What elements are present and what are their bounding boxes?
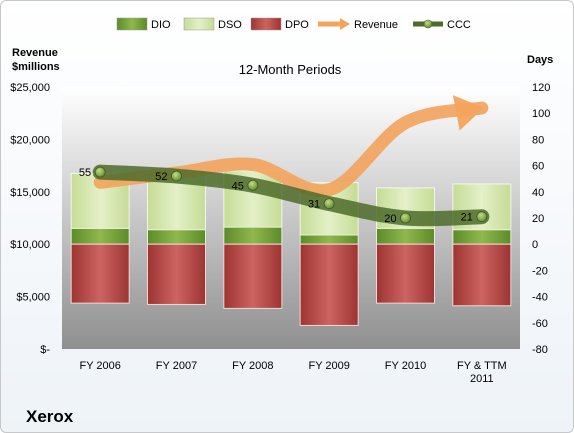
right-tick-label: 40 — [532, 187, 544, 199]
legend-swatch-ccc-dot — [423, 19, 433, 29]
ccc-data-label: 55 — [79, 167, 91, 179]
right-tick-label: 0 — [532, 239, 538, 251]
legend-label-dio: DIO — [151, 19, 171, 31]
right-axis-title: Days — [527, 54, 553, 66]
ccc-point — [476, 211, 488, 223]
ccc-line: 55 52 45 31 20 21 — [79, 164, 490, 227]
ccc-point — [171, 170, 182, 182]
x-category-label: FY 2009 — [308, 360, 349, 372]
legend-label-dpo: DPO — [285, 19, 309, 31]
legend-swatch-dso — [183, 17, 215, 31]
legend-swatch-revenue-head — [340, 18, 350, 30]
bar-dpo — [299, 243, 359, 326]
right-tick-label: 100 — [532, 108, 550, 120]
bar-dio — [70, 227, 130, 245]
x-category-label: FY 2010 — [385, 360, 426, 372]
x-category-label: FY 2006 — [79, 360, 120, 372]
left-tick-label: $10,000 — [10, 239, 50, 251]
left-tick-label: $25,000 — [10, 82, 50, 94]
legend-label-ccc: CCC — [447, 19, 471, 31]
left-tick-label: $- — [40, 344, 50, 356]
ccc-data-label: 52 — [155, 171, 167, 183]
ccc-point — [247, 179, 259, 191]
x-axis-labels: FY 2006 FY 2007 FY 2008 FY 2009 FY 2010 FY & … — [79, 360, 506, 385]
bar-dpo — [70, 243, 130, 304]
left-axis-title-line1: Revenue — [12, 47, 58, 59]
left-axis-title-line2: $millions — [12, 61, 60, 73]
bar-dpo — [452, 243, 512, 307]
legend: DIO DSO DPO Revenue CCC — [116, 17, 471, 31]
left-tick-label: $5,000 — [16, 292, 50, 304]
ccc-line-path — [92, 164, 490, 227]
ccc-data-label: 45 — [232, 180, 244, 192]
bar-dpo — [147, 243, 206, 305]
company-name: Xerox — [26, 407, 74, 426]
bar-dio — [299, 234, 359, 245]
bar-dpo — [223, 243, 283, 309]
right-tick-label: 80 — [532, 134, 544, 146]
left-tick-label: $20,000 — [10, 134, 50, 146]
ccc-data-label: 31 — [308, 199, 320, 211]
x-category-label: FY & TTM — [457, 360, 507, 372]
bar-dio — [376, 227, 435, 245]
bar-dio — [147, 229, 206, 245]
x-category-label: 2011 — [470, 373, 494, 385]
bar-dio — [452, 229, 512, 245]
right-tick-label: -20 — [532, 265, 548, 277]
x-category-label: FY 2008 — [232, 360, 273, 372]
ccc-point — [400, 212, 411, 224]
x-category-label: FY 2007 — [156, 360, 197, 372]
ccc-point — [323, 198, 335, 209]
right-tick-label: 60 — [532, 161, 544, 173]
ccc-data-label: 20 — [384, 213, 396, 225]
right-tick-label: -80 — [532, 344, 548, 356]
left-tick-label: $15,000 — [10, 187, 50, 199]
bar-dpo — [376, 243, 435, 304]
right-tick-label: -60 — [532, 318, 548, 330]
right-tick-label: -40 — [532, 292, 548, 304]
legend-swatch-dio — [116, 17, 148, 31]
ccc-point — [94, 166, 106, 178]
right-tick-label: 20 — [532, 213, 544, 225]
ccc-data-label: 21 — [461, 212, 473, 224]
left-axis-ticks: $- $5,000 $10,000 $15,000 $20,000 $25,000 — [10, 82, 50, 356]
revenue-arrow-head — [452, 95, 484, 131]
chart-title: 12-Month Periods — [239, 62, 342, 77]
right-tick-label: 120 — [532, 82, 550, 94]
right-axis-ticks: -80 -60 -40 -20 0 20 40 60 80 100 120 — [532, 82, 550, 356]
bar-dio — [223, 226, 283, 245]
legend-label-revenue: Revenue — [354, 19, 398, 31]
legend-swatch-dpo — [250, 17, 282, 31]
legend-label-dso: DSO — [218, 19, 242, 31]
